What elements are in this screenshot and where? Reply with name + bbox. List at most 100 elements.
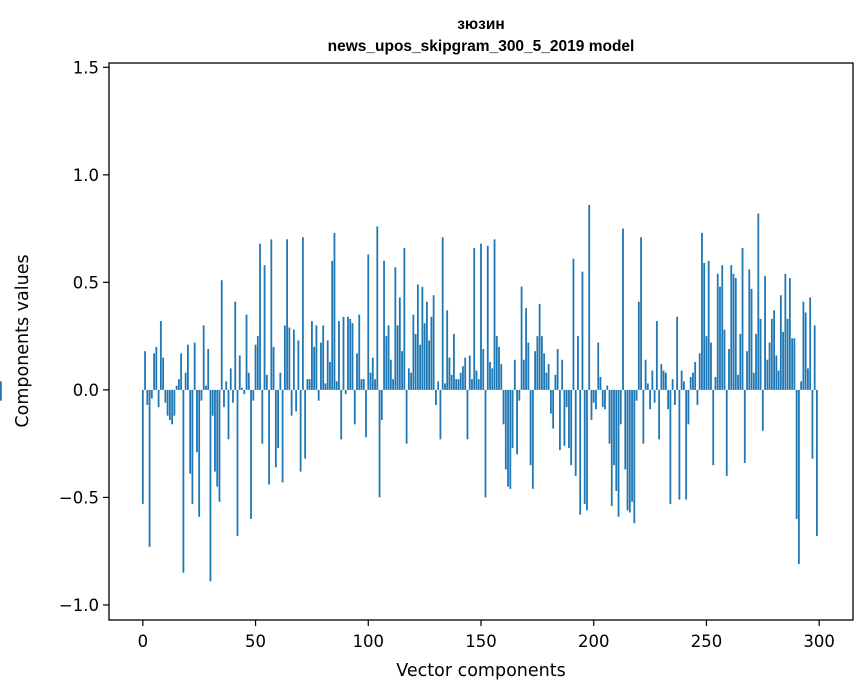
bar-298 xyxy=(813,325,816,390)
bar-231 xyxy=(662,370,665,390)
bar-151 xyxy=(482,349,485,390)
bar-87 xyxy=(338,321,340,390)
bar-153 xyxy=(486,245,489,390)
bar-292 xyxy=(800,381,803,390)
bar-18 xyxy=(182,389,185,573)
bar-139 xyxy=(455,379,458,390)
bar-287 xyxy=(788,278,791,390)
bar-191 xyxy=(572,258,575,390)
bar-165 xyxy=(513,359,516,390)
bar-4 xyxy=(150,389,153,399)
bar-47 xyxy=(247,372,250,390)
bar-92 xyxy=(349,318,352,390)
bar-158 xyxy=(498,346,500,390)
bar-116 xyxy=(403,247,406,390)
bar-72 xyxy=(304,389,307,459)
bar-217 xyxy=(631,389,633,502)
bar-105 xyxy=(378,389,381,498)
bar-184 xyxy=(556,349,559,390)
bar-172 xyxy=(529,389,532,466)
bar-82 xyxy=(326,340,329,390)
bar-86 xyxy=(335,381,338,390)
bar-170 xyxy=(525,308,527,390)
bar-263 xyxy=(734,278,737,390)
bar-59 xyxy=(274,389,277,468)
bar-79 xyxy=(320,342,322,390)
bar-209 xyxy=(613,389,615,466)
bar-138 xyxy=(453,333,455,390)
bar-30 xyxy=(209,389,212,582)
bar-246 xyxy=(696,389,699,405)
y-tick-label: −1.0 xyxy=(59,596,99,615)
bar-283 xyxy=(779,295,782,390)
bar-218 xyxy=(633,389,636,524)
bar-126 xyxy=(425,301,428,390)
y-tick-label: 1.0 xyxy=(73,166,99,185)
bar-192 xyxy=(574,389,577,476)
bar-272 xyxy=(755,333,757,390)
bar-161 xyxy=(504,389,507,470)
bar-9 xyxy=(162,357,165,390)
bar-27 xyxy=(202,325,205,390)
bar-295 xyxy=(807,368,809,390)
bar-279 xyxy=(770,318,773,390)
bar-251 xyxy=(707,260,710,390)
bar-84 xyxy=(331,260,334,390)
bar-112 xyxy=(394,267,397,390)
bar-70 xyxy=(299,389,302,472)
bar-194 xyxy=(579,389,582,515)
bar-122 xyxy=(416,284,419,390)
y-axis-label: Components values xyxy=(13,254,33,427)
bar-277 xyxy=(766,359,769,390)
bar-215 xyxy=(626,389,629,511)
bar-21 xyxy=(189,389,192,474)
bar-242 xyxy=(687,389,690,425)
bar-67 xyxy=(292,329,295,390)
bar-127 xyxy=(428,340,431,390)
bar-261 xyxy=(730,265,733,390)
bar-220 xyxy=(637,301,640,390)
y-axis-ticks: −1.0 −0.5 0.0 0.5 1.0 1.5 xyxy=(59,58,109,615)
bar-56 xyxy=(268,389,270,485)
bar-17 xyxy=(180,353,183,390)
bar-117 xyxy=(405,389,408,444)
bar-278 xyxy=(768,342,771,390)
bar-44 xyxy=(241,387,243,390)
bar-157 xyxy=(495,336,498,390)
bar-227 xyxy=(653,389,656,403)
bar-201 xyxy=(595,389,597,410)
bar-99 xyxy=(365,389,367,438)
x-axis-label: Vector components xyxy=(396,661,565,681)
bar-299 xyxy=(816,389,818,537)
bar-186 xyxy=(561,359,564,390)
bar-106 xyxy=(380,389,383,420)
bar-237 xyxy=(676,316,679,390)
bar-142 xyxy=(462,366,464,390)
bar-119 xyxy=(410,372,413,390)
bar-40 xyxy=(232,389,234,403)
bar-281 xyxy=(775,355,778,390)
bar-221 xyxy=(640,237,642,390)
bar-241 xyxy=(685,389,688,500)
bar-130 xyxy=(435,389,437,405)
bar-259 xyxy=(725,389,728,476)
bar-256 xyxy=(719,286,721,390)
bar-243 xyxy=(689,376,692,390)
bar-254 xyxy=(714,376,717,390)
bar-15 xyxy=(175,385,178,390)
bar-31 xyxy=(211,389,214,416)
bar-155 xyxy=(491,368,494,390)
bar-196 xyxy=(583,389,586,504)
bar-245 xyxy=(694,361,697,390)
bar-26 xyxy=(200,389,203,401)
bar-189 xyxy=(568,389,570,448)
bar-120 xyxy=(412,314,415,390)
bar-38 xyxy=(227,389,230,440)
bar-236 xyxy=(673,389,676,405)
bar-163 xyxy=(509,389,512,489)
bar-252 xyxy=(710,342,712,390)
bar-33 xyxy=(216,389,219,487)
bar-204 xyxy=(601,389,604,408)
bar-206 xyxy=(606,385,609,390)
bar-108 xyxy=(385,336,388,390)
